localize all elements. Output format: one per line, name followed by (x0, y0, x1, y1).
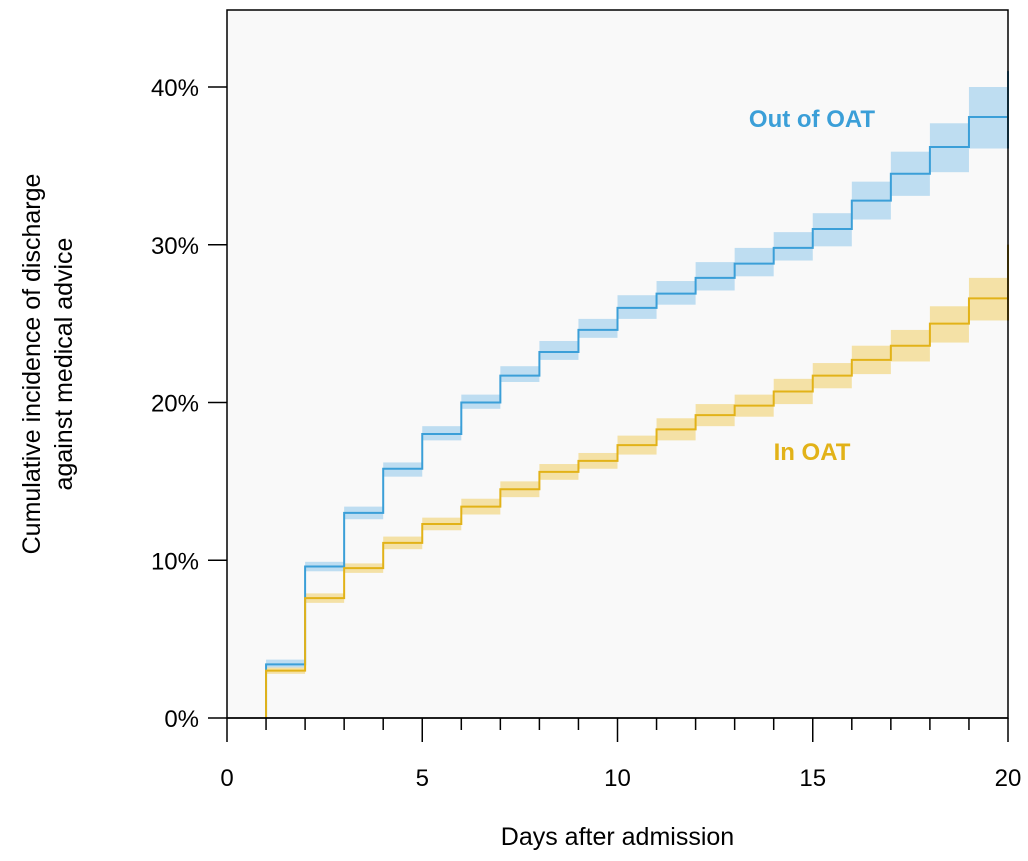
x-tick-label: 20 (995, 765, 1022, 792)
in-oat-label: In OAT (774, 439, 851, 466)
y-tick-label: 40% (151, 75, 199, 102)
x-tick-label: 0 (220, 765, 233, 792)
y-axis-title-line-1: Cumulative incidence of discharge (18, 174, 46, 555)
y-tick-label: 30% (151, 233, 199, 260)
x-axis-title: Days after admission (501, 823, 734, 851)
y-axis-title: Cumulative incidence of discharge agains… (18, 174, 78, 555)
y-tick-label: 0% (164, 706, 199, 733)
out-of-oat-ci-band (500, 366, 540, 382)
out-of-oat-step-line (265, 71, 1009, 718)
x-tick-label: 15 (799, 765, 826, 792)
y-axis-title-line-2: against medical advice (50, 238, 78, 491)
confidence-bands (266, 87, 1008, 674)
in-oat-step-line (265, 244, 1009, 718)
out-of-oat-label: Out of OAT (749, 106, 876, 133)
y-axis: 0% 10% 20% 30% 40% (151, 75, 227, 733)
x-axis: 0 5 10 15 20 (220, 717, 1022, 792)
y-tick-label: 10% (151, 548, 199, 575)
x-tick-label: 5 (416, 765, 429, 792)
out-of-oat-ci-band (695, 262, 735, 291)
out-of-oat-ci-band (773, 232, 813, 261)
x-tick-label: 10 (604, 765, 631, 792)
y-tick-label: 20% (151, 391, 199, 418)
out-of-oat-ci-band (734, 247, 774, 277)
out-of-oat-ci-band (578, 318, 618, 338)
out-of-oat-ci-band (539, 340, 579, 360)
